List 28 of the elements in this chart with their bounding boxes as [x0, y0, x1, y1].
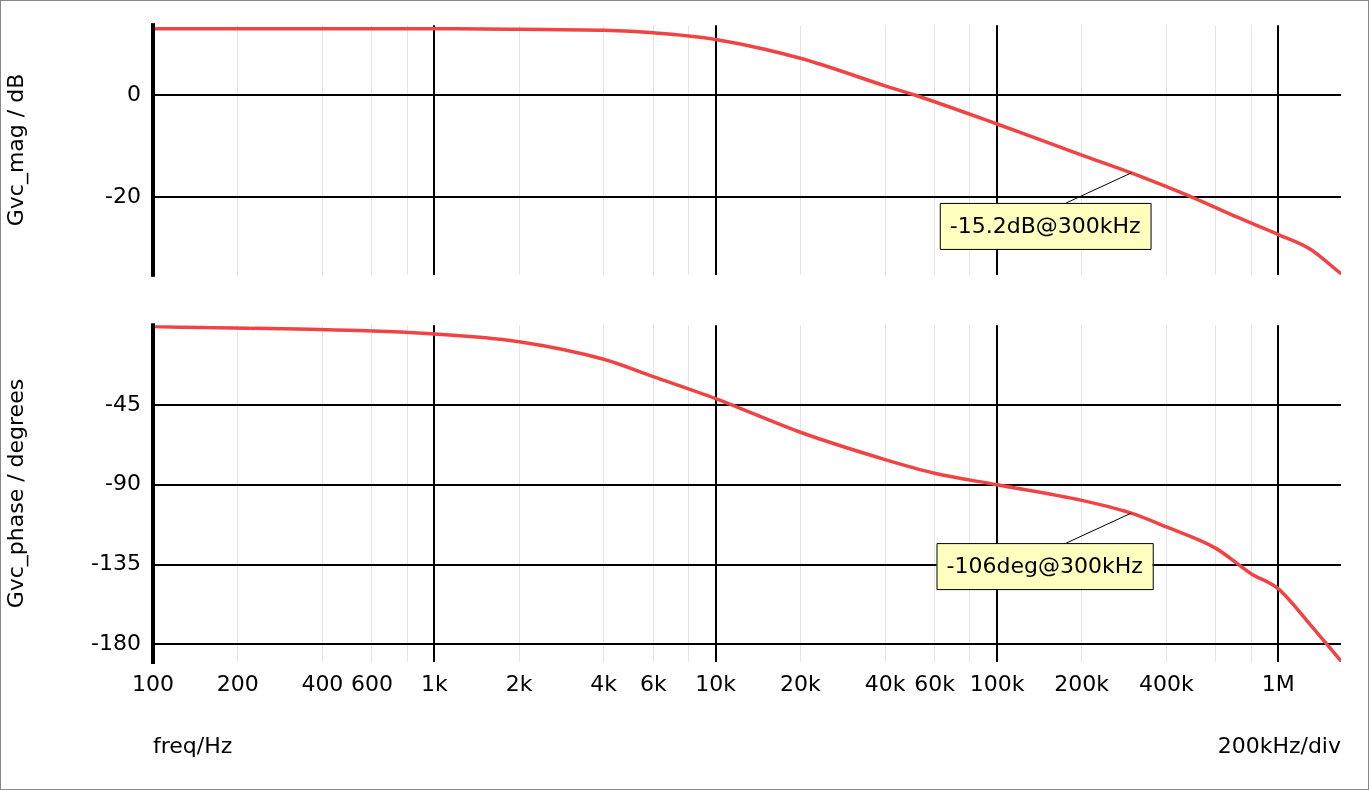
y-tick-label: -135	[91, 550, 141, 576]
text: 200kHz/div	[1217, 733, 1341, 758]
x-tick-label: 2k	[505, 670, 533, 696]
x-tick-label: 200	[216, 670, 259, 696]
x-axis-title: freq/Hz	[153, 733, 233, 758]
x-tick-label: 100	[132, 670, 174, 696]
x-tick-label: 1k	[420, 670, 448, 696]
y-tick-label: 0	[127, 81, 141, 107]
annotation: -15.2dB@300kHz	[949, 212, 1141, 238]
y-tick-label: -180	[91, 629, 141, 655]
x-tick-label: 100k	[969, 670, 1025, 696]
y-tick-label: -45	[105, 390, 141, 416]
x-tick-label: 400	[301, 670, 344, 696]
y-tick-label: -90	[105, 470, 141, 496]
y-axis-title: Gvc_mag / dB	[2, 73, 29, 227]
x-tick-label: 60k	[914, 670, 956, 696]
y-tick-label: -20	[105, 183, 141, 209]
x-tick-label: 1M	[1261, 670, 1295, 696]
x-tick-label: 40k	[864, 670, 906, 696]
x-tick-label: 20k	[779, 670, 821, 696]
x-tick-label: 400k	[1139, 670, 1195, 696]
annotation: -106deg@300kHz	[946, 552, 1143, 578]
x-tick-label: 200k	[1054, 670, 1110, 696]
y-axis-title: Gvc_phase / degrees	[2, 378, 29, 609]
x-tick-label: 600	[350, 670, 393, 696]
x-tick-label: 6k	[639, 670, 667, 696]
x-tick-label: 10k	[695, 670, 737, 696]
x-tick-label: 4k	[590, 670, 618, 696]
